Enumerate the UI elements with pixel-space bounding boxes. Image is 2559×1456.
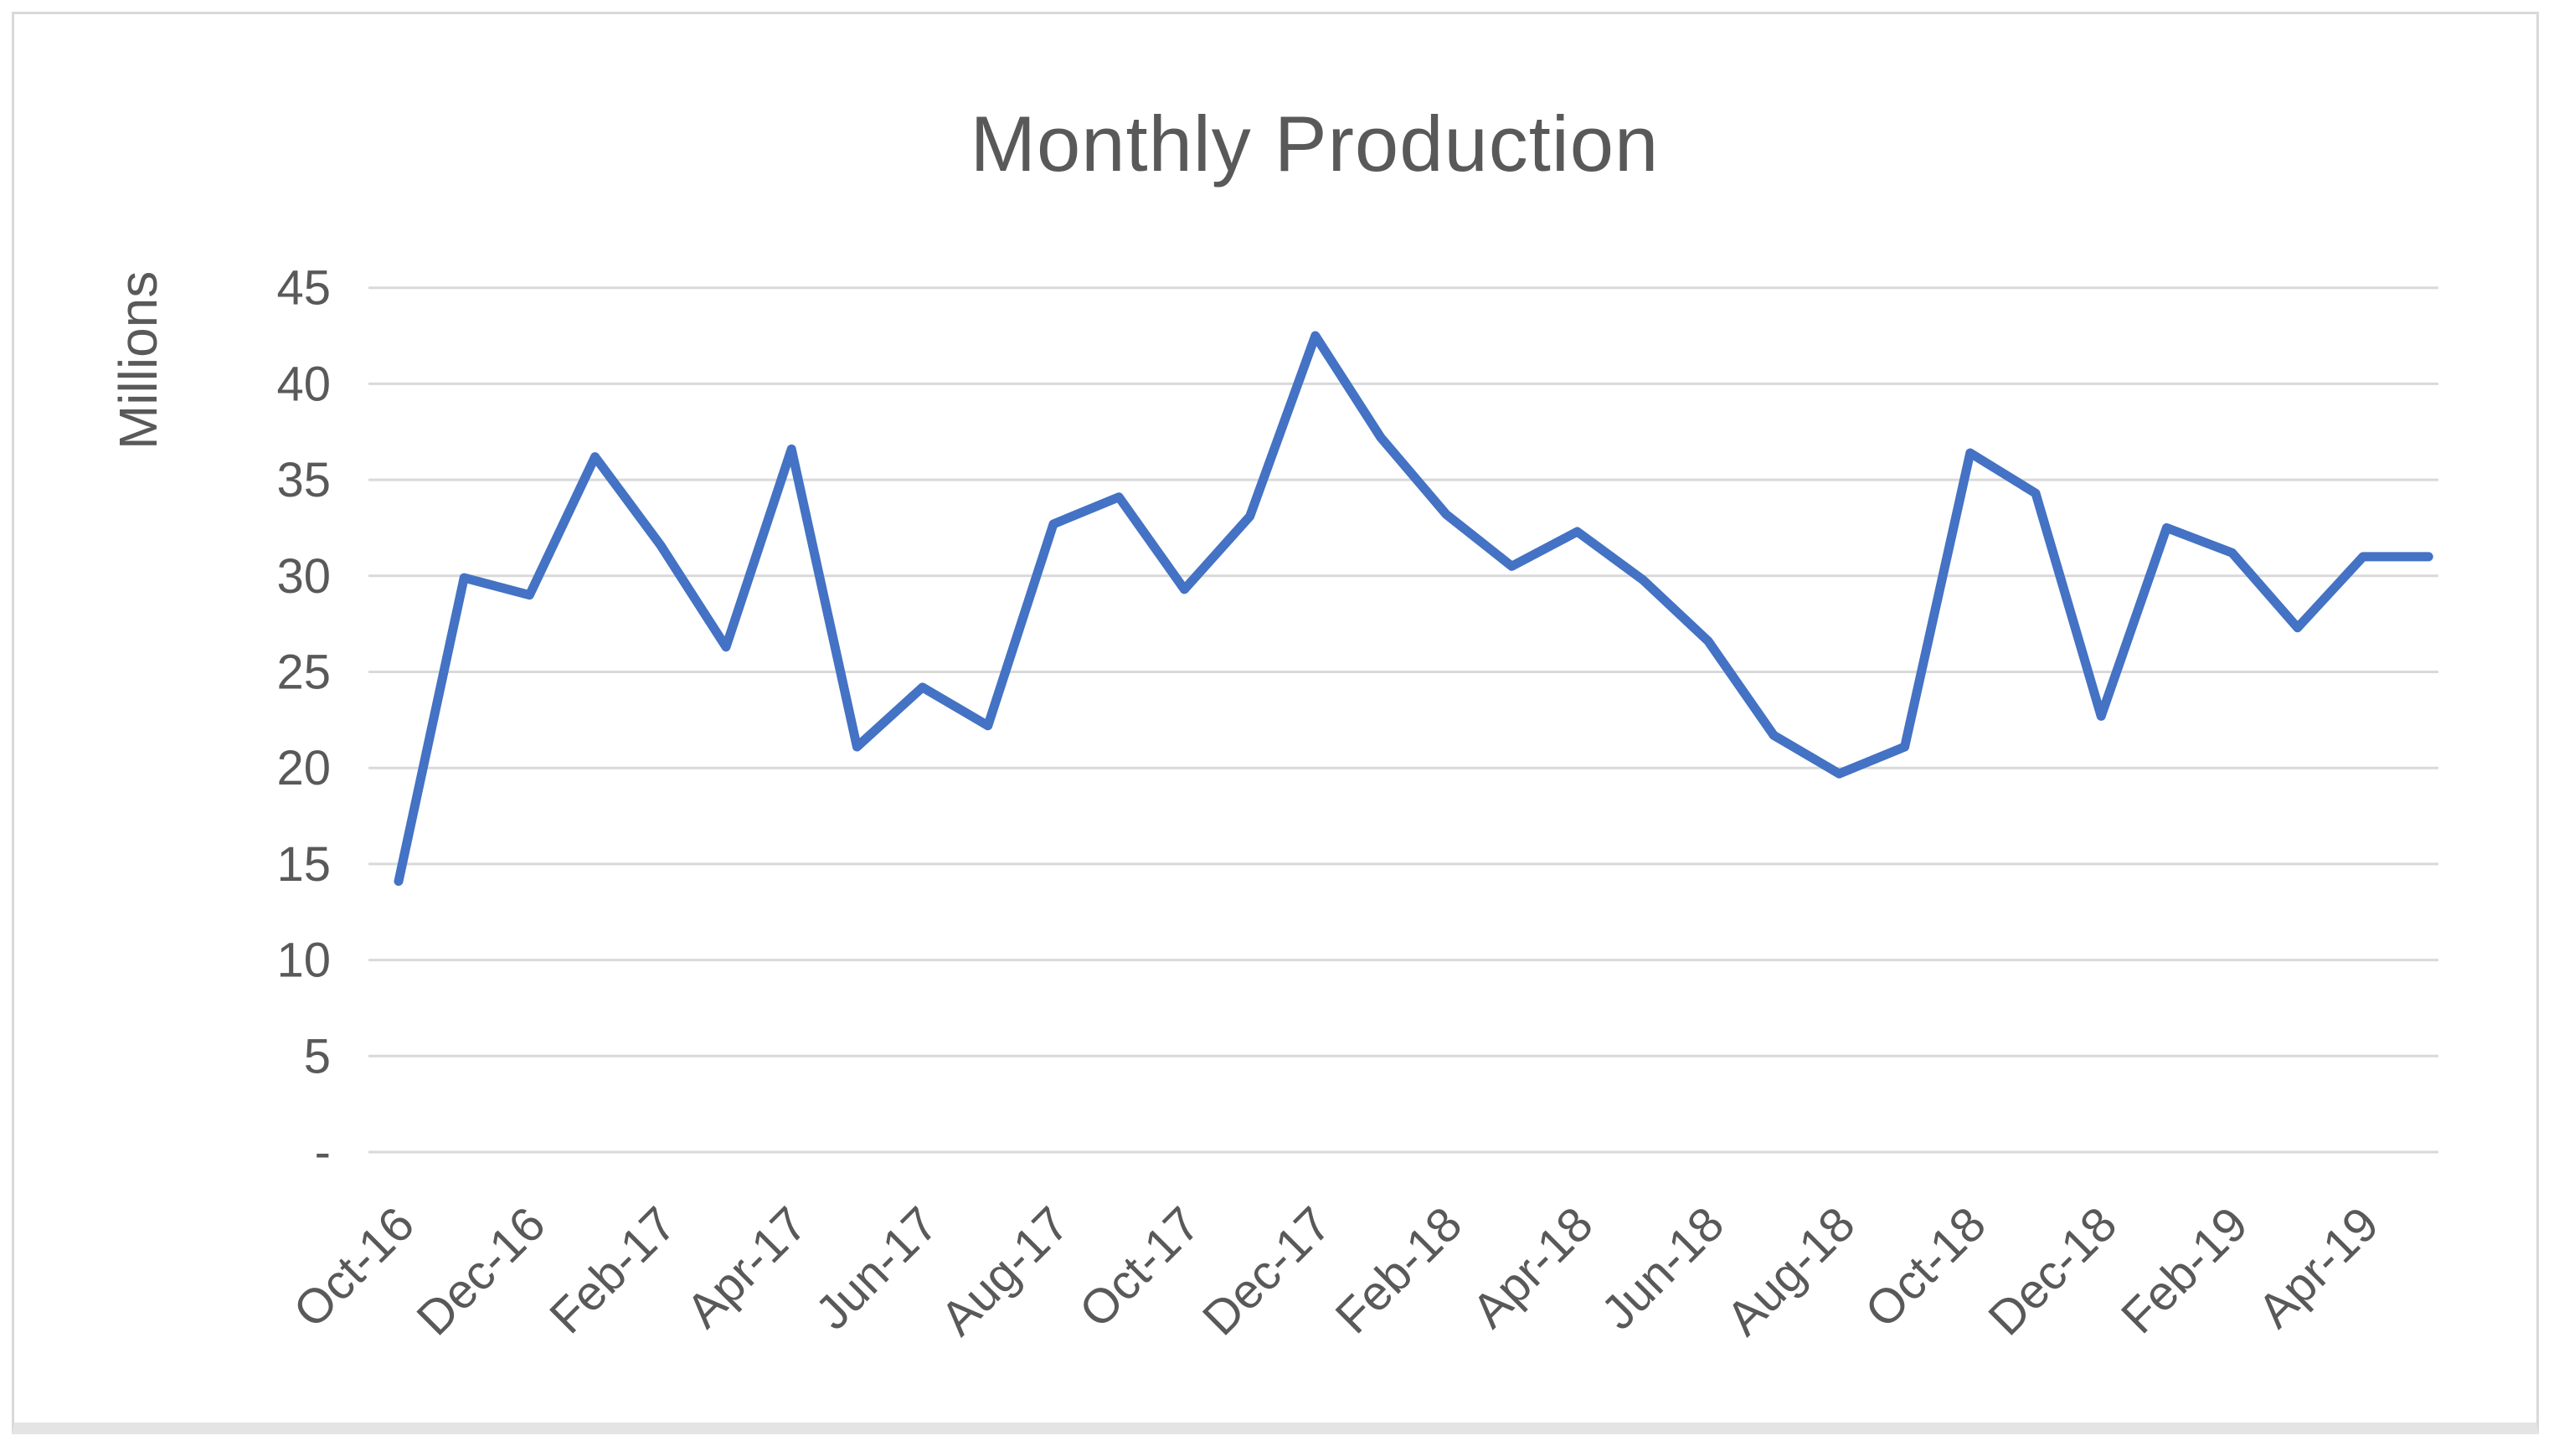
x-tick-label: Aug-17	[930, 1196, 1079, 1345]
y-tick-label: -	[315, 1125, 331, 1180]
y-tick-label: 5	[304, 1029, 331, 1083]
x-tick-label: Jun-17	[805, 1196, 948, 1340]
y-tick-label: 25	[276, 646, 331, 700]
x-tick-label: Oct-16	[283, 1196, 425, 1338]
y-tick-label: 45	[276, 261, 331, 316]
x-tick-label: Oct-17	[1069, 1196, 1211, 1338]
y-tick-label: 20	[276, 741, 331, 795]
y-tick-label: 15	[276, 837, 331, 892]
y-tick-label: 40	[276, 357, 331, 411]
x-tick-label: Dec-18	[1978, 1196, 2127, 1345]
x-tick-label: Apr-17	[676, 1196, 817, 1338]
y-tick-label: 30	[276, 549, 331, 604]
x-tick-label: Feb-18	[1325, 1196, 1472, 1344]
production-line-series	[394, 331, 2433, 886]
x-tick-label: Feb-17	[539, 1196, 687, 1344]
x-tick-label: Apr-19	[2247, 1196, 2389, 1338]
x-tick-label: Apr-18	[1462, 1196, 1604, 1338]
chart-title: Monthly Production	[970, 100, 1660, 188]
x-tick-label: Aug-18	[1716, 1196, 1865, 1345]
x-tick-label: Oct-18	[1855, 1196, 1996, 1338]
x-tick-label: Dec-16	[406, 1196, 555, 1345]
y-tick-label: 10	[276, 934, 331, 988]
x-tick-label: Feb-19	[2111, 1196, 2258, 1344]
x-tick-label: Jun-18	[1591, 1196, 1734, 1340]
x-tick-label: Dec-17	[1192, 1196, 1341, 1345]
y-tick-label: 35	[276, 453, 331, 507]
